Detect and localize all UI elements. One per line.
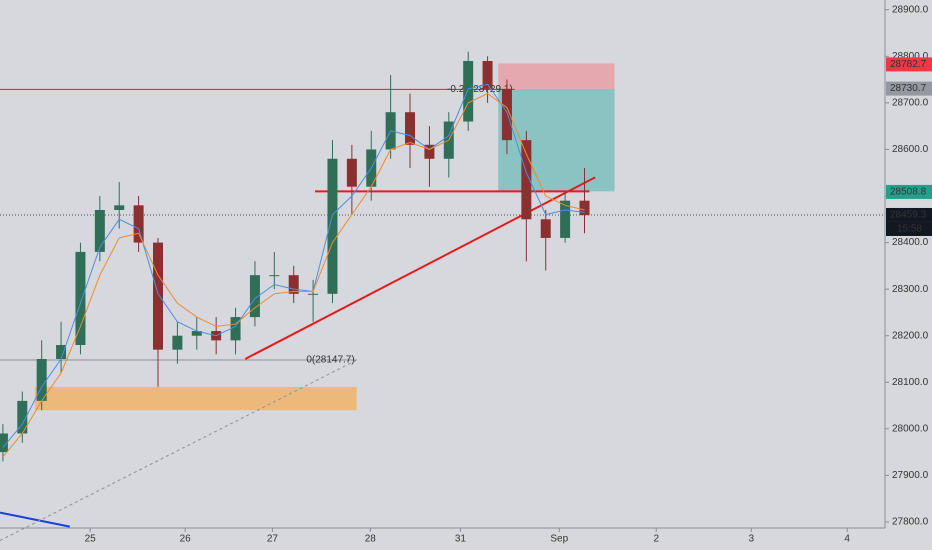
candle-body: [346, 158, 357, 187]
candle-body: [424, 144, 435, 159]
x-tick-label: 28: [365, 534, 377, 545]
y-tick-label: 28100.0: [892, 377, 929, 388]
price-label: 28459.3: [890, 210, 927, 221]
y-tick-label: 28700.0: [892, 98, 929, 109]
candle-body: [17, 400, 28, 434]
candle-body: [191, 331, 202, 336]
price-label: 28782.7: [890, 59, 927, 70]
price-label: 28508.8: [890, 187, 927, 198]
price-label-box: [886, 207, 932, 222]
trend-line: [244, 176, 596, 360]
y-tick-label: 28600.0: [892, 144, 929, 155]
candle-body: [56, 345, 67, 359]
price-label-box: [886, 81, 932, 96]
trend-line: [0, 359, 357, 542]
zone: [498, 63, 615, 89]
zone: [498, 88, 615, 192]
candle-body: [0, 433, 8, 453]
price-label-box: [886, 57, 932, 72]
candle-body: [230, 317, 241, 341]
x-tick-label: 25: [85, 534, 97, 545]
zone: [34, 386, 357, 411]
candle-body: [153, 242, 164, 350]
x-tick-label: 2: [653, 534, 659, 545]
candle-body: [327, 158, 338, 294]
candle-body: [94, 209, 105, 252]
fib-label: -0.27(28729.1): [447, 84, 513, 95]
candle-body: [521, 140, 532, 220]
candle-body: [560, 200, 571, 238]
candle-body: [249, 275, 260, 318]
y-tick-label: 27800.0: [892, 517, 929, 528]
y-tick-label: 28900.0: [892, 4, 929, 15]
countdown: 15:58: [897, 224, 922, 235]
moving-average: [2, 93, 585, 458]
x-tick-label: 26: [180, 534, 192, 545]
y-tick-label: 28200.0: [892, 330, 929, 341]
x-tick-label: 27: [267, 534, 279, 545]
countdown-box: [886, 221, 932, 236]
y-tick-label: 27900.0: [892, 470, 929, 481]
candle-body: [308, 293, 319, 295]
candle-body: [269, 275, 280, 277]
moving-average: [2, 83, 585, 448]
candle-body: [463, 60, 474, 122]
price-label: 28730.7: [890, 83, 927, 94]
x-tick-label: 31: [455, 534, 467, 545]
candle-body: [75, 251, 86, 346]
candle-body: [288, 275, 299, 294]
x-tick-label: 3: [748, 534, 754, 545]
candle-body: [579, 200, 590, 216]
candle-body: [540, 219, 551, 238]
x-tick-label: Sep: [550, 534, 568, 545]
trend-line: [0, 511, 70, 528]
candle-body: [482, 60, 493, 89]
price-label-box: [886, 184, 932, 199]
fib-label: 0(28147.7): [306, 355, 354, 366]
y-tick-label: 28300.0: [892, 284, 929, 295]
candle-body: [114, 205, 125, 210]
candle-body: [36, 358, 47, 401]
candle-body: [501, 88, 512, 141]
x-tick-label: 4: [844, 534, 850, 545]
y-tick-label: 28400.0: [892, 237, 929, 248]
y-tick-label: 28000.0: [892, 423, 929, 434]
candle-body: [172, 335, 183, 350]
candle-body: [405, 112, 416, 145]
y-tick-label: 28800.0: [892, 51, 929, 62]
candle-body: [133, 205, 144, 243]
